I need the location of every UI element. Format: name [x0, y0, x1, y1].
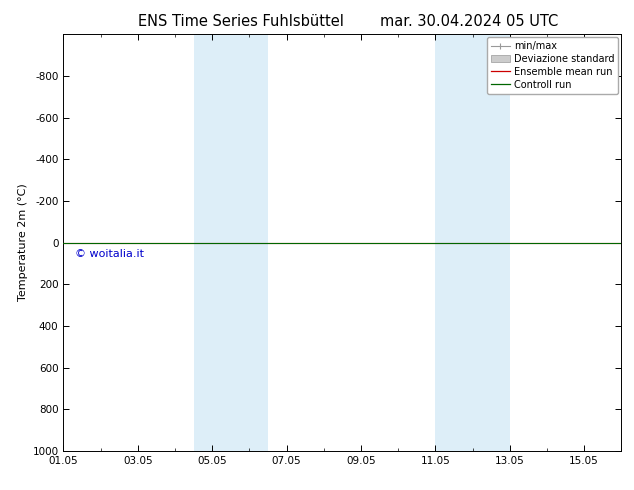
Text: © woitalia.it: © woitalia.it — [75, 249, 143, 259]
Bar — [193, 34, 268, 451]
Legend: min/max, Deviazione standard, Ensemble mean run, Controll run: min/max, Deviazione standard, Ensemble m… — [487, 37, 618, 94]
Bar — [436, 34, 510, 451]
Text: mar. 30.04.2024 05 UTC: mar. 30.04.2024 05 UTC — [380, 14, 559, 29]
Text: ENS Time Series Fuhlsbüttel: ENS Time Series Fuhlsbüttel — [138, 14, 344, 29]
Y-axis label: Temperature 2m (°C): Temperature 2m (°C) — [18, 184, 29, 301]
